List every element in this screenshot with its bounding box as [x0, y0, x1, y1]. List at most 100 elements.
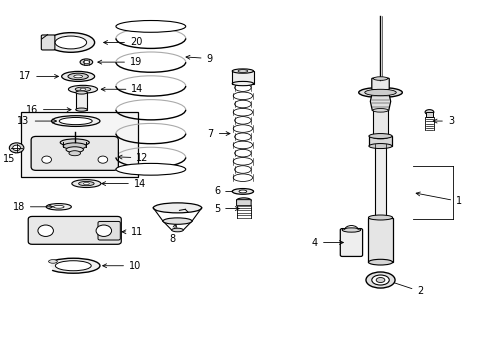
- Ellipse shape: [232, 69, 253, 73]
- Ellipse shape: [233, 125, 252, 132]
- Ellipse shape: [232, 189, 253, 194]
- Ellipse shape: [234, 117, 251, 124]
- Ellipse shape: [47, 33, 94, 52]
- Circle shape: [96, 225, 111, 237]
- Ellipse shape: [80, 59, 93, 65]
- Ellipse shape: [116, 21, 185, 32]
- Ellipse shape: [171, 228, 183, 232]
- Ellipse shape: [55, 36, 86, 49]
- Ellipse shape: [60, 139, 89, 146]
- FancyBboxPatch shape: [28, 216, 121, 244]
- Ellipse shape: [69, 151, 81, 156]
- Ellipse shape: [234, 166, 251, 173]
- FancyBboxPatch shape: [31, 136, 118, 170]
- Ellipse shape: [424, 110, 433, 114]
- Ellipse shape: [68, 85, 97, 93]
- Ellipse shape: [61, 71, 94, 81]
- FancyBboxPatch shape: [236, 200, 251, 206]
- Text: 19: 19: [98, 57, 142, 67]
- Text: 1: 1: [415, 192, 461, 206]
- Ellipse shape: [232, 81, 253, 86]
- Text: 10: 10: [102, 261, 141, 271]
- Bar: [374, 144, 385, 219]
- Ellipse shape: [342, 228, 360, 232]
- Ellipse shape: [163, 218, 192, 224]
- FancyBboxPatch shape: [41, 35, 55, 50]
- Ellipse shape: [238, 69, 247, 72]
- Ellipse shape: [55, 261, 91, 271]
- Ellipse shape: [372, 77, 387, 80]
- Ellipse shape: [48, 260, 57, 263]
- Circle shape: [41, 156, 51, 163]
- Circle shape: [38, 225, 53, 237]
- Text: 2: 2: [388, 280, 423, 296]
- Circle shape: [98, 156, 107, 163]
- Ellipse shape: [233, 174, 252, 181]
- Text: 15: 15: [2, 149, 16, 164]
- Text: 5: 5: [213, 203, 239, 213]
- Ellipse shape: [233, 92, 252, 100]
- Ellipse shape: [368, 144, 391, 149]
- Bar: [368, 136, 391, 146]
- Ellipse shape: [83, 60, 89, 64]
- Ellipse shape: [13, 145, 20, 150]
- Ellipse shape: [236, 198, 251, 203]
- Ellipse shape: [367, 259, 392, 265]
- Ellipse shape: [66, 147, 83, 153]
- Ellipse shape: [371, 275, 388, 285]
- Ellipse shape: [234, 84, 251, 91]
- Bar: [76, 93, 87, 110]
- Ellipse shape: [51, 116, 100, 126]
- Ellipse shape: [364, 89, 395, 96]
- Ellipse shape: [234, 149, 251, 157]
- Text: 6: 6: [214, 186, 239, 197]
- Text: 12: 12: [118, 153, 148, 163]
- Ellipse shape: [372, 135, 387, 139]
- Bar: [232, 71, 253, 84]
- Ellipse shape: [46, 203, 71, 210]
- Ellipse shape: [239, 190, 246, 193]
- Ellipse shape: [116, 163, 185, 175]
- Ellipse shape: [80, 88, 86, 90]
- Text: 20: 20: [103, 37, 142, 48]
- Ellipse shape: [68, 73, 88, 80]
- Ellipse shape: [233, 108, 252, 116]
- Text: 18: 18: [13, 202, 53, 212]
- Ellipse shape: [358, 87, 402, 98]
- Ellipse shape: [74, 75, 82, 78]
- Ellipse shape: [79, 181, 94, 186]
- Ellipse shape: [372, 109, 387, 112]
- Ellipse shape: [234, 133, 251, 140]
- Ellipse shape: [76, 91, 87, 94]
- Ellipse shape: [233, 141, 252, 149]
- Text: 14: 14: [102, 179, 146, 189]
- Ellipse shape: [59, 117, 92, 125]
- Ellipse shape: [153, 203, 201, 213]
- FancyBboxPatch shape: [340, 229, 362, 256]
- FancyBboxPatch shape: [98, 221, 120, 240]
- Text: 16: 16: [25, 105, 71, 114]
- Ellipse shape: [9, 143, 24, 153]
- Ellipse shape: [83, 183, 89, 185]
- Ellipse shape: [233, 158, 252, 165]
- Text: 4: 4: [311, 238, 343, 248]
- Ellipse shape: [234, 100, 251, 108]
- Text: 14: 14: [101, 84, 143, 94]
- Ellipse shape: [365, 272, 394, 288]
- FancyBboxPatch shape: [371, 78, 388, 90]
- Ellipse shape: [367, 215, 392, 220]
- Bar: [21, 112, 138, 177]
- Polygon shape: [369, 93, 390, 113]
- Ellipse shape: [368, 134, 391, 139]
- Text: 9: 9: [185, 54, 212, 64]
- Bar: [372, 111, 387, 137]
- Ellipse shape: [72, 180, 101, 188]
- Text: 3: 3: [432, 116, 453, 126]
- Ellipse shape: [76, 108, 87, 111]
- Ellipse shape: [53, 205, 64, 208]
- Ellipse shape: [46, 258, 100, 273]
- Bar: [425, 112, 432, 117]
- Text: 8: 8: [169, 224, 177, 244]
- Text: 7: 7: [207, 129, 229, 139]
- Ellipse shape: [75, 87, 91, 91]
